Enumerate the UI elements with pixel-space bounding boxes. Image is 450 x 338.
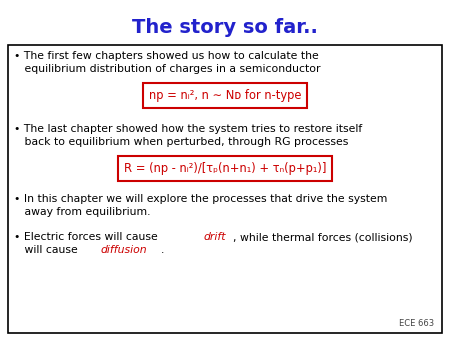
Text: • The first few chapters showed us how to calculate the: • The first few chapters showed us how t… (14, 51, 319, 61)
Text: drift: drift (204, 232, 226, 242)
FancyBboxPatch shape (8, 45, 442, 333)
Text: diffusion: diffusion (101, 245, 148, 255)
Text: back to equilibrium when perturbed, through RG processes: back to equilibrium when perturbed, thro… (14, 137, 348, 147)
Text: • In this chapter we will explore the processes that drive the system: • In this chapter we will explore the pr… (14, 194, 387, 204)
Text: • The last chapter showed how the system tries to restore itself: • The last chapter showed how the system… (14, 124, 362, 134)
Text: R = (np - nᵢ²)/[τₚ(n+n₁) + τₙ(p+p₁)]: R = (np - nᵢ²)/[τₚ(n+n₁) + τₙ(p+p₁)] (124, 162, 326, 175)
Text: .: . (161, 245, 164, 255)
Text: • Electric forces will cause: • Electric forces will cause (14, 232, 161, 242)
Text: will cause: will cause (14, 245, 81, 255)
Text: , while thermal forces (collisions): , while thermal forces (collisions) (233, 232, 413, 242)
Text: np = nᵢ², n ∼ Nᴅ for n-type: np = nᵢ², n ∼ Nᴅ for n-type (149, 89, 301, 102)
Text: ECE 663: ECE 663 (399, 319, 434, 328)
Text: equilibrium distribution of charges in a semiconductor: equilibrium distribution of charges in a… (14, 64, 320, 74)
Text: The story so far..: The story so far.. (132, 18, 318, 37)
Text: away from equilibrium.: away from equilibrium. (14, 207, 150, 217)
